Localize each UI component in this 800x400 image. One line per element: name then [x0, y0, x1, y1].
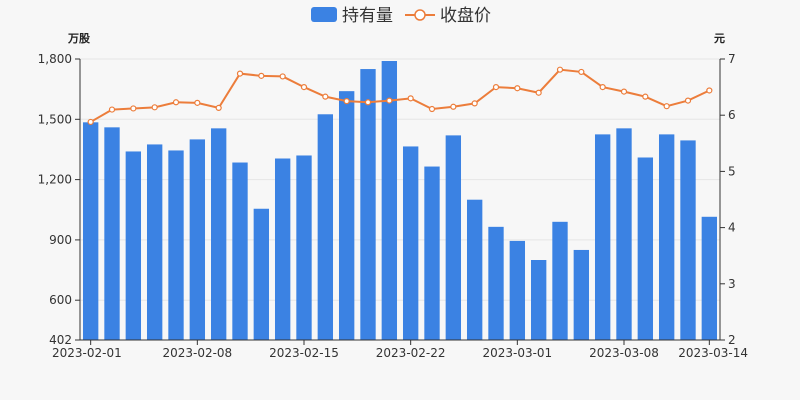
price-point	[450, 103, 457, 110]
bar	[104, 127, 120, 340]
right-tick-label: 6	[728, 108, 736, 122]
price-point	[620, 88, 628, 95]
bar-series	[82, 61, 718, 341]
price-point	[535, 89, 542, 96]
price-point	[258, 72, 265, 79]
price-point	[215, 104, 222, 111]
bar	[253, 208, 270, 340]
bar	[296, 155, 312, 340]
bar	[701, 216, 718, 340]
price-point	[471, 100, 478, 107]
x-tick-label: 2023-03-14	[678, 346, 748, 360]
price-point	[706, 87, 713, 94]
price-point	[663, 103, 670, 110]
bar	[680, 140, 696, 340]
bar	[466, 199, 483, 340]
legend-bar-swatch[interactable]	[311, 7, 337, 22]
bar	[509, 240, 526, 340]
x-tick-label: 2023-02-22	[376, 346, 446, 360]
price-point	[343, 98, 350, 105]
x-tick-label: 2023-02-08	[162, 346, 232, 360]
price-point	[279, 73, 286, 80]
left-tick-label: 402	[49, 333, 72, 347]
bar	[146, 144, 163, 340]
bar	[552, 221, 568, 340]
left-tick-label: 1,200	[38, 173, 72, 187]
bar	[338, 91, 355, 340]
grid-layer	[80, 58, 720, 301]
left-axis-unit: 万股	[67, 32, 91, 45]
right-axis-unit: 元	[714, 32, 725, 45]
price-point	[236, 70, 244, 77]
bar	[381, 61, 398, 340]
price-point	[556, 66, 564, 73]
bar	[594, 134, 611, 340]
price-point	[130, 105, 137, 112]
tick-labels: 402 600 900 1,200 1,500 1,800 2 3 4 5 6 7 2023-02-01…	[38, 52, 748, 360]
price-point	[194, 99, 201, 106]
price-point	[492, 83, 500, 91]
price-point	[151, 104, 158, 111]
price-line	[90, 68, 710, 123]
bar	[125, 151, 142, 340]
left-tick-label: 1,500	[38, 112, 72, 126]
bar	[424, 166, 440, 340]
bar	[360, 69, 376, 341]
x-tick-label: 2023-03-08	[589, 346, 659, 360]
price-point	[514, 85, 521, 92]
x-tick-label: 2023-02-15	[269, 346, 339, 360]
bar	[317, 114, 334, 340]
bar	[210, 128, 227, 340]
price-point	[642, 93, 649, 100]
x-tick-label: 2023-03-01	[482, 346, 552, 360]
legend-line-label[interactable]: 收盘价	[440, 6, 491, 26]
bar	[530, 260, 547, 340]
bar	[232, 162, 248, 340]
price-point	[300, 83, 308, 91]
price-point	[386, 97, 393, 104]
bar	[445, 135, 462, 340]
price-point	[108, 106, 116, 113]
right-tick-label: 5	[728, 164, 736, 178]
right-tick-label: 3	[728, 277, 736, 291]
price-point	[578, 68, 585, 76]
bar	[658, 134, 675, 340]
price-point	[322, 93, 329, 100]
right-tick-label: 4	[728, 221, 736, 235]
price-point	[87, 118, 94, 126]
price-point	[364, 99, 372, 106]
bar	[82, 122, 99, 340]
price-point	[407, 95, 414, 102]
bar	[402, 146, 419, 340]
legend[interactable]: 持有量 收盘价	[311, 6, 491, 26]
legend-line-marker[interactable]	[414, 9, 426, 21]
left-tick-label: 900	[49, 233, 72, 247]
legend-bar-label[interactable]: 持有量	[342, 6, 393, 26]
x-tick-label: 2023-02-01	[52, 346, 122, 360]
price-point	[428, 105, 436, 113]
bar	[637, 157, 654, 340]
price-point	[172, 99, 180, 106]
left-tick-label: 1,800	[38, 52, 72, 66]
bar	[168, 150, 184, 340]
bar	[488, 226, 504, 340]
bar	[274, 158, 291, 340]
bar	[573, 249, 590, 340]
right-tick-label: 7	[728, 52, 736, 66]
line-series	[87, 66, 713, 126]
price-point	[599, 83, 606, 91]
right-tick-label: 2	[728, 333, 736, 347]
left-tick-label: 600	[49, 293, 72, 307]
price-point	[684, 97, 692, 104]
axes	[75, 58, 725, 345]
bar	[616, 128, 632, 340]
bar	[189, 139, 206, 340]
